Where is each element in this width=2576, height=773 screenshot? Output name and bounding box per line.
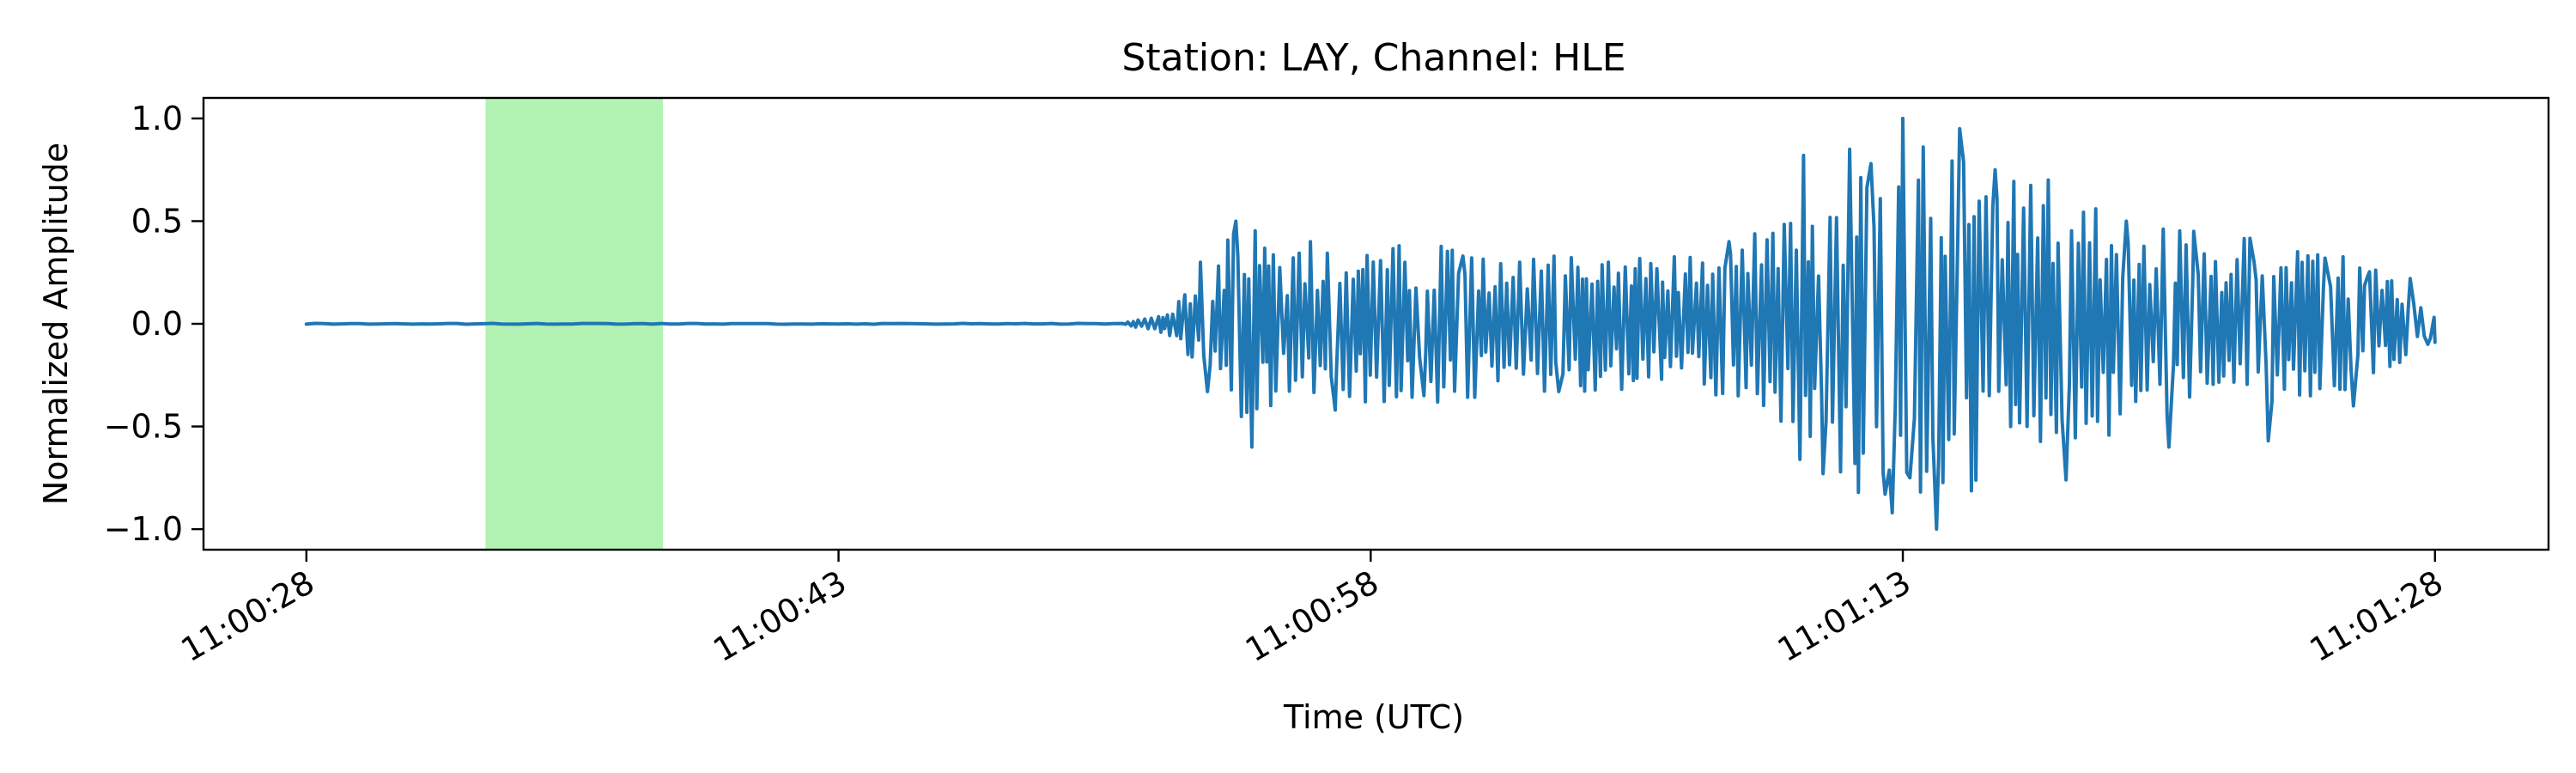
chart-title: Station: LAY, Channel: HLE [1121, 36, 1625, 80]
y-tick-label: −0.5 [104, 408, 183, 446]
y-tick-label: 0.5 [131, 202, 183, 240]
trace-layer [304, 116, 2437, 532]
y-tick-label: −1.0 [104, 510, 183, 548]
y-axis-label: Normalized Amplitude [37, 143, 75, 505]
y-axis: 1.0 0.5 0.0 −0.5 −1.0 [104, 100, 204, 548]
x-axis-label: Time (UTC) [1283, 698, 1464, 736]
y-tick-label: 1.0 [131, 100, 183, 137]
y-tick-label: 0.0 [131, 305, 183, 343]
waveform-trace [304, 116, 2437, 532]
